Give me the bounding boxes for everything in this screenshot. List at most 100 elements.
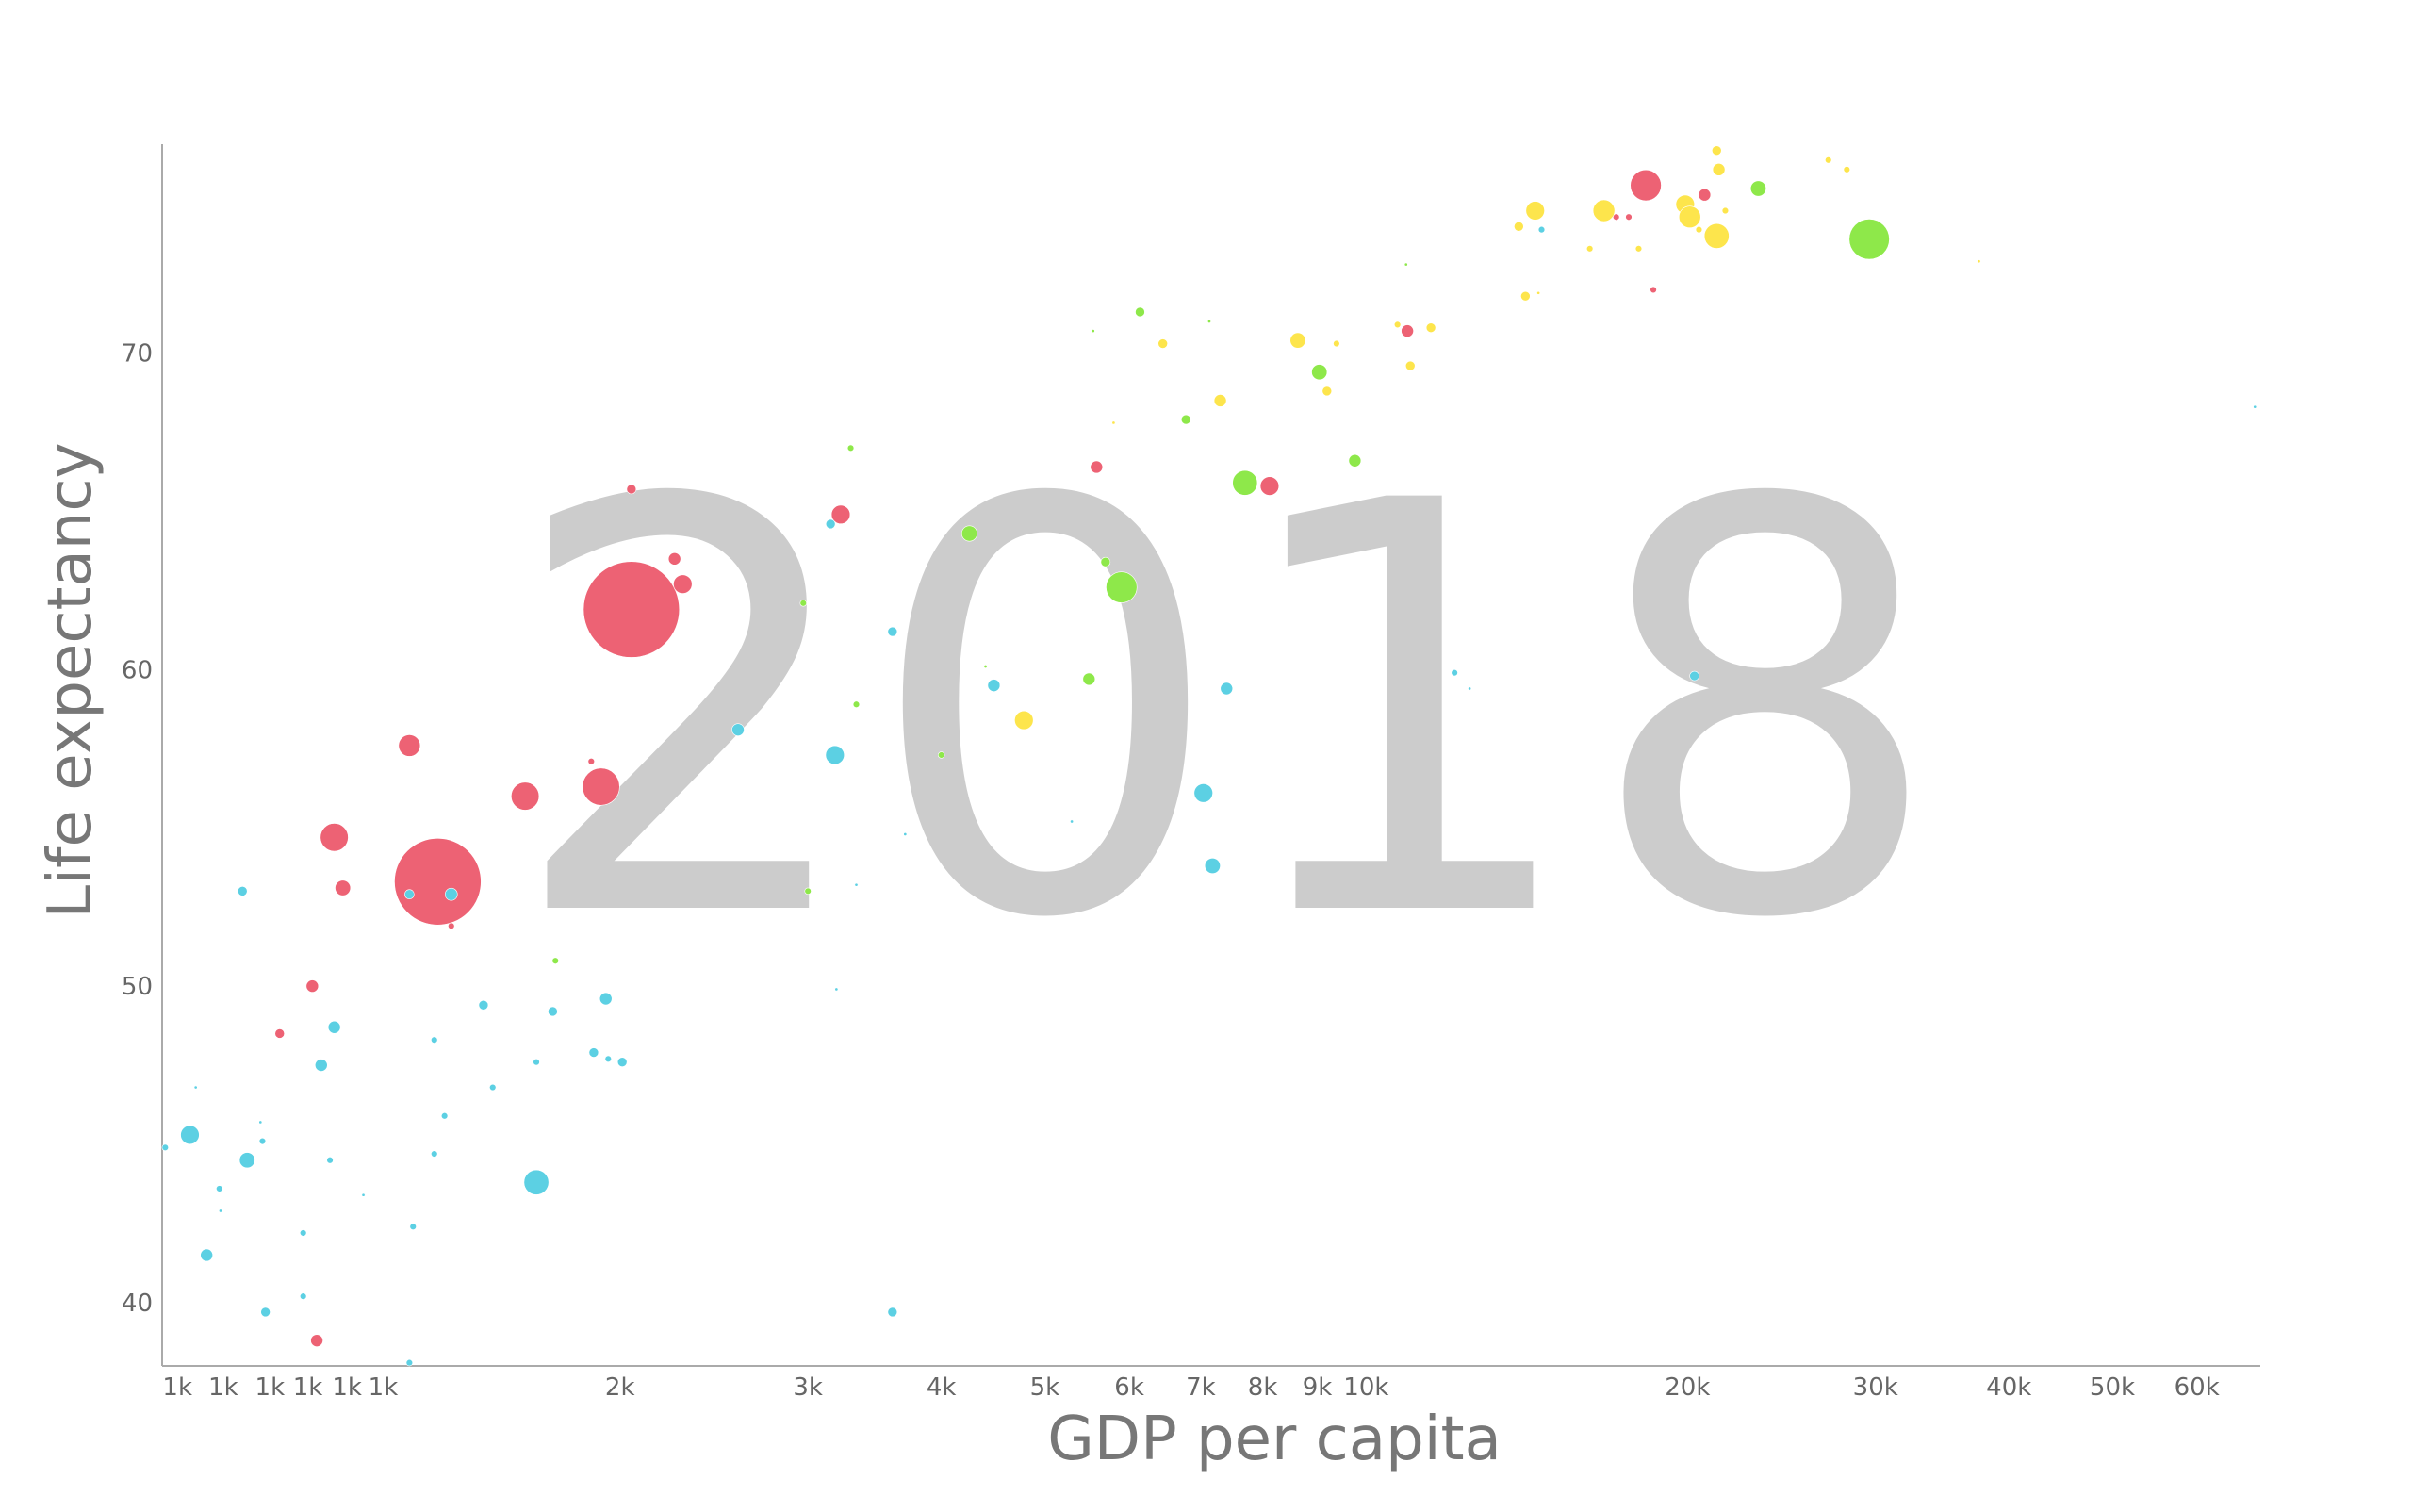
x-tick-label: 9k (1303, 1373, 1333, 1402)
bubble (320, 823, 349, 852)
bubble (478, 999, 489, 1011)
bubble (1348, 453, 1362, 468)
bubble (327, 1020, 341, 1034)
x-tick-label: 4k (927, 1373, 957, 1402)
bubble (1749, 180, 1766, 197)
bubble (1259, 476, 1280, 496)
x-tick-label: 10k (1343, 1373, 1388, 1402)
x-tick-label: 1k (208, 1373, 238, 1402)
bubble (193, 1085, 198, 1090)
x-tick-label: 50k (2090, 1373, 2135, 1402)
bubble (1689, 670, 1699, 682)
bubble (825, 745, 845, 765)
bubble (1091, 329, 1095, 334)
bubble (551, 957, 559, 964)
bubble (1451, 669, 1458, 677)
x-axis-title: GDP per capita (1047, 1405, 1502, 1474)
bubble (804, 887, 812, 896)
x-tick-label: 6k (1114, 1373, 1144, 1402)
bubble (1321, 386, 1333, 397)
bubble (335, 879, 352, 896)
bubble (326, 1157, 334, 1164)
x-tick-label: 1k (293, 1373, 323, 1402)
bubble (548, 1006, 558, 1017)
x-tick-label: 3k (793, 1373, 823, 1402)
bubble (588, 1047, 599, 1058)
bubble (161, 1143, 169, 1152)
bubble (799, 600, 807, 607)
x-tick-label: 20k (1665, 1373, 1710, 1402)
bubble (1520, 290, 1531, 302)
bubble (1698, 188, 1712, 202)
bubble (1289, 332, 1306, 349)
bubble (1207, 320, 1211, 323)
year-watermark: 2018 (506, 383, 1945, 1042)
bubble (200, 1248, 213, 1262)
y-tick-label: 40 (122, 1290, 153, 1318)
bubble (587, 758, 595, 765)
bubble (1468, 686, 1472, 691)
bubble (1848, 219, 1890, 260)
x-tick-label: 60k (2175, 1373, 2220, 1402)
x-tick-label: 1k (162, 1373, 192, 1402)
bubble (260, 1307, 271, 1318)
bubble (960, 525, 977, 542)
bubble (1425, 322, 1436, 334)
bubble (1825, 156, 1832, 164)
bubble (1404, 360, 1416, 371)
bubble (431, 1150, 438, 1158)
bubble (604, 1055, 612, 1063)
bubble (1403, 262, 1408, 267)
bubble (310, 1334, 323, 1347)
bubble (1204, 858, 1221, 875)
x-tick-label: 30k (1853, 1373, 1898, 1402)
bubble (1711, 145, 1722, 156)
bubble (854, 882, 859, 887)
bubble (440, 1112, 449, 1120)
bubble (1090, 460, 1104, 474)
bubble (1537, 225, 1546, 234)
bubble (1678, 205, 1701, 229)
bubble (1525, 201, 1545, 221)
bubble (361, 1192, 366, 1197)
bubble (1100, 556, 1111, 567)
bubble (673, 574, 693, 594)
bubble (1014, 710, 1034, 731)
bubble (834, 987, 839, 992)
bubble (830, 504, 851, 525)
x-tick-label: 7k (1186, 1373, 1216, 1402)
bubble (444, 887, 458, 901)
bubble (511, 781, 540, 811)
bubble (987, 679, 1001, 692)
bubble (731, 723, 745, 736)
y-tick-label: 60 (122, 656, 153, 684)
bubble (1135, 306, 1145, 318)
bubble (626, 484, 637, 495)
bubble (1650, 286, 1657, 294)
x-tick-label: 1k (369, 1373, 399, 1402)
bubble (1193, 783, 1213, 803)
bubble (583, 561, 681, 658)
bubble (404, 889, 415, 900)
x-tick-label: 5k (1030, 1373, 1060, 1402)
bubble (274, 1028, 286, 1039)
x-tick-label: 8k (1248, 1373, 1278, 1402)
bubble (1592, 199, 1616, 222)
bubble (1977, 259, 1981, 264)
bubble (1634, 245, 1643, 253)
bubble (219, 1208, 222, 1213)
bubble (1625, 213, 1633, 221)
bubble (1157, 338, 1168, 349)
bubble (405, 1358, 414, 1367)
bubble (1311, 364, 1328, 381)
bubble (599, 992, 613, 1006)
bubble (237, 886, 248, 896)
bubble (1333, 339, 1340, 348)
bubble (1695, 225, 1703, 234)
y-axis-title: Life expectancy (36, 443, 106, 919)
bubble (846, 444, 855, 452)
bubble (523, 1169, 550, 1195)
bubble (903, 831, 908, 836)
